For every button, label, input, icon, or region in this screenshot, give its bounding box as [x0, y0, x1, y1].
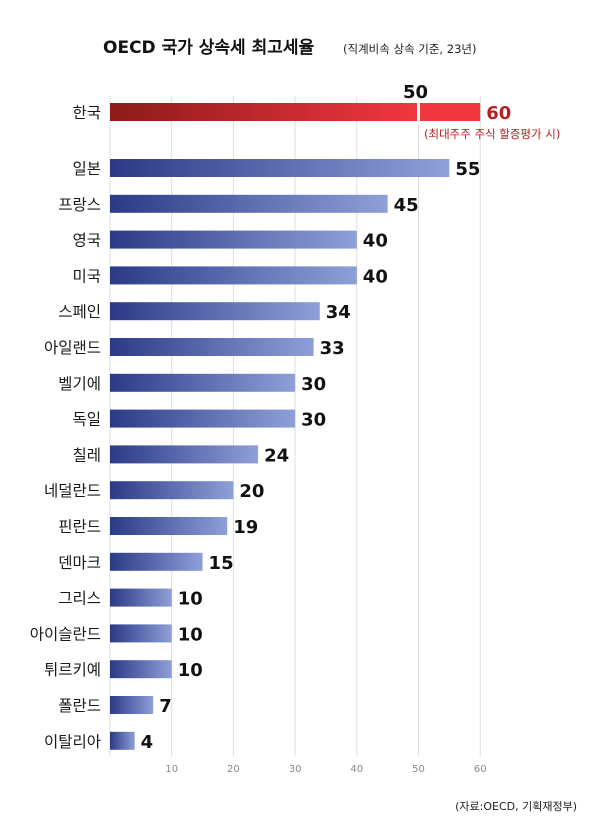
value-label: 4 — [141, 732, 154, 753]
bar — [110, 266, 357, 285]
value-label: 15 — [209, 553, 234, 574]
highlight-value-label: 60 — [486, 103, 511, 124]
bar — [110, 696, 154, 714]
value-label: 40 — [363, 231, 388, 252]
x-tick-label: 30 — [289, 764, 302, 775]
category-label: 일본 — [72, 160, 101, 178]
bar — [110, 517, 228, 535]
bar — [110, 624, 172, 643]
value-label: 30 — [301, 410, 326, 431]
category-label: 프랑스 — [58, 196, 101, 214]
value-label: 7 — [159, 696, 172, 717]
value-label: 40 — [363, 266, 388, 287]
highlight-note: (최대주주 주식 할증평가 시) — [424, 127, 560, 141]
category-label: 벨기에 — [58, 375, 101, 393]
bar-highlight-extension — [420, 103, 481, 121]
value-label: 45 — [394, 195, 419, 216]
x-tick-label: 50 — [412, 764, 425, 775]
source-note: (자료:OECD, 기획재정부) — [455, 800, 577, 813]
category-label: 한국 — [72, 104, 101, 122]
category-label: 튀르키예 — [44, 661, 101, 679]
value-label: 20 — [239, 481, 264, 502]
value-label: 55 — [455, 159, 480, 180]
bar-highlight-base — [110, 103, 417, 121]
bar — [110, 731, 135, 750]
bar — [110, 338, 314, 356]
bar — [110, 409, 296, 428]
category-label: 폴란드 — [58, 697, 101, 715]
category-label: 칠레 — [72, 446, 101, 464]
value-label: 24 — [264, 445, 289, 466]
bar — [110, 481, 234, 500]
bar — [110, 660, 172, 679]
x-tick-label: 60 — [474, 764, 487, 775]
chart-title: OECD 국가 상속세 최고세율 — [103, 38, 315, 58]
category-label: 독일 — [72, 411, 101, 429]
bar-divider — [417, 99, 420, 125]
x-tick-label: 20 — [227, 764, 240, 775]
category-label: 영국 — [72, 232, 101, 250]
bar — [110, 445, 259, 464]
bar — [110, 588, 172, 607]
x-tick-label: 40 — [350, 764, 363, 775]
chart-subtitle: (직계비속 상속 기준, 23년) — [343, 42, 476, 56]
bar — [110, 230, 357, 249]
value-label: 10 — [178, 660, 203, 681]
category-label: 이탈리아 — [44, 733, 101, 751]
value-label: 10 — [178, 624, 203, 645]
value-label: 19 — [233, 517, 258, 538]
x-axis-ticks: 10 20 30 40 50 60 — [165, 764, 486, 775]
category-label: 미국 — [72, 267, 101, 285]
category-labels: 한국일본프랑스영국미국스페인아일랜드벨기에독일칠레네덜란드핀란드덴마크그리스아이… — [30, 104, 101, 751]
x-tick-label: 10 — [165, 764, 178, 775]
category-label: 아이슬란드 — [30, 625, 101, 643]
category-label: 스페인 — [58, 303, 101, 321]
bar — [110, 194, 388, 213]
value-label: 30 — [301, 374, 326, 395]
bar — [110, 159, 450, 177]
value-labels: 50 60 (최대주주 주식 할증평가 시) 55 45 40 40 34 33 30 30 2420… — [141, 82, 561, 753]
value-label: 33 — [320, 338, 345, 359]
category-label: 그리스 — [58, 590, 101, 608]
value-label: 34 — [326, 302, 351, 323]
bars — [110, 99, 481, 750]
category-label: 덴마크 — [58, 554, 101, 572]
bar — [110, 373, 296, 392]
category-label: 네덜란드 — [44, 482, 101, 500]
category-label: 아일랜드 — [44, 339, 101, 357]
bar — [110, 302, 320, 321]
category-label: 핀란드 — [58, 518, 101, 536]
value-label: 10 — [178, 589, 203, 610]
value-label: 50 — [403, 82, 428, 103]
bar — [110, 552, 203, 571]
